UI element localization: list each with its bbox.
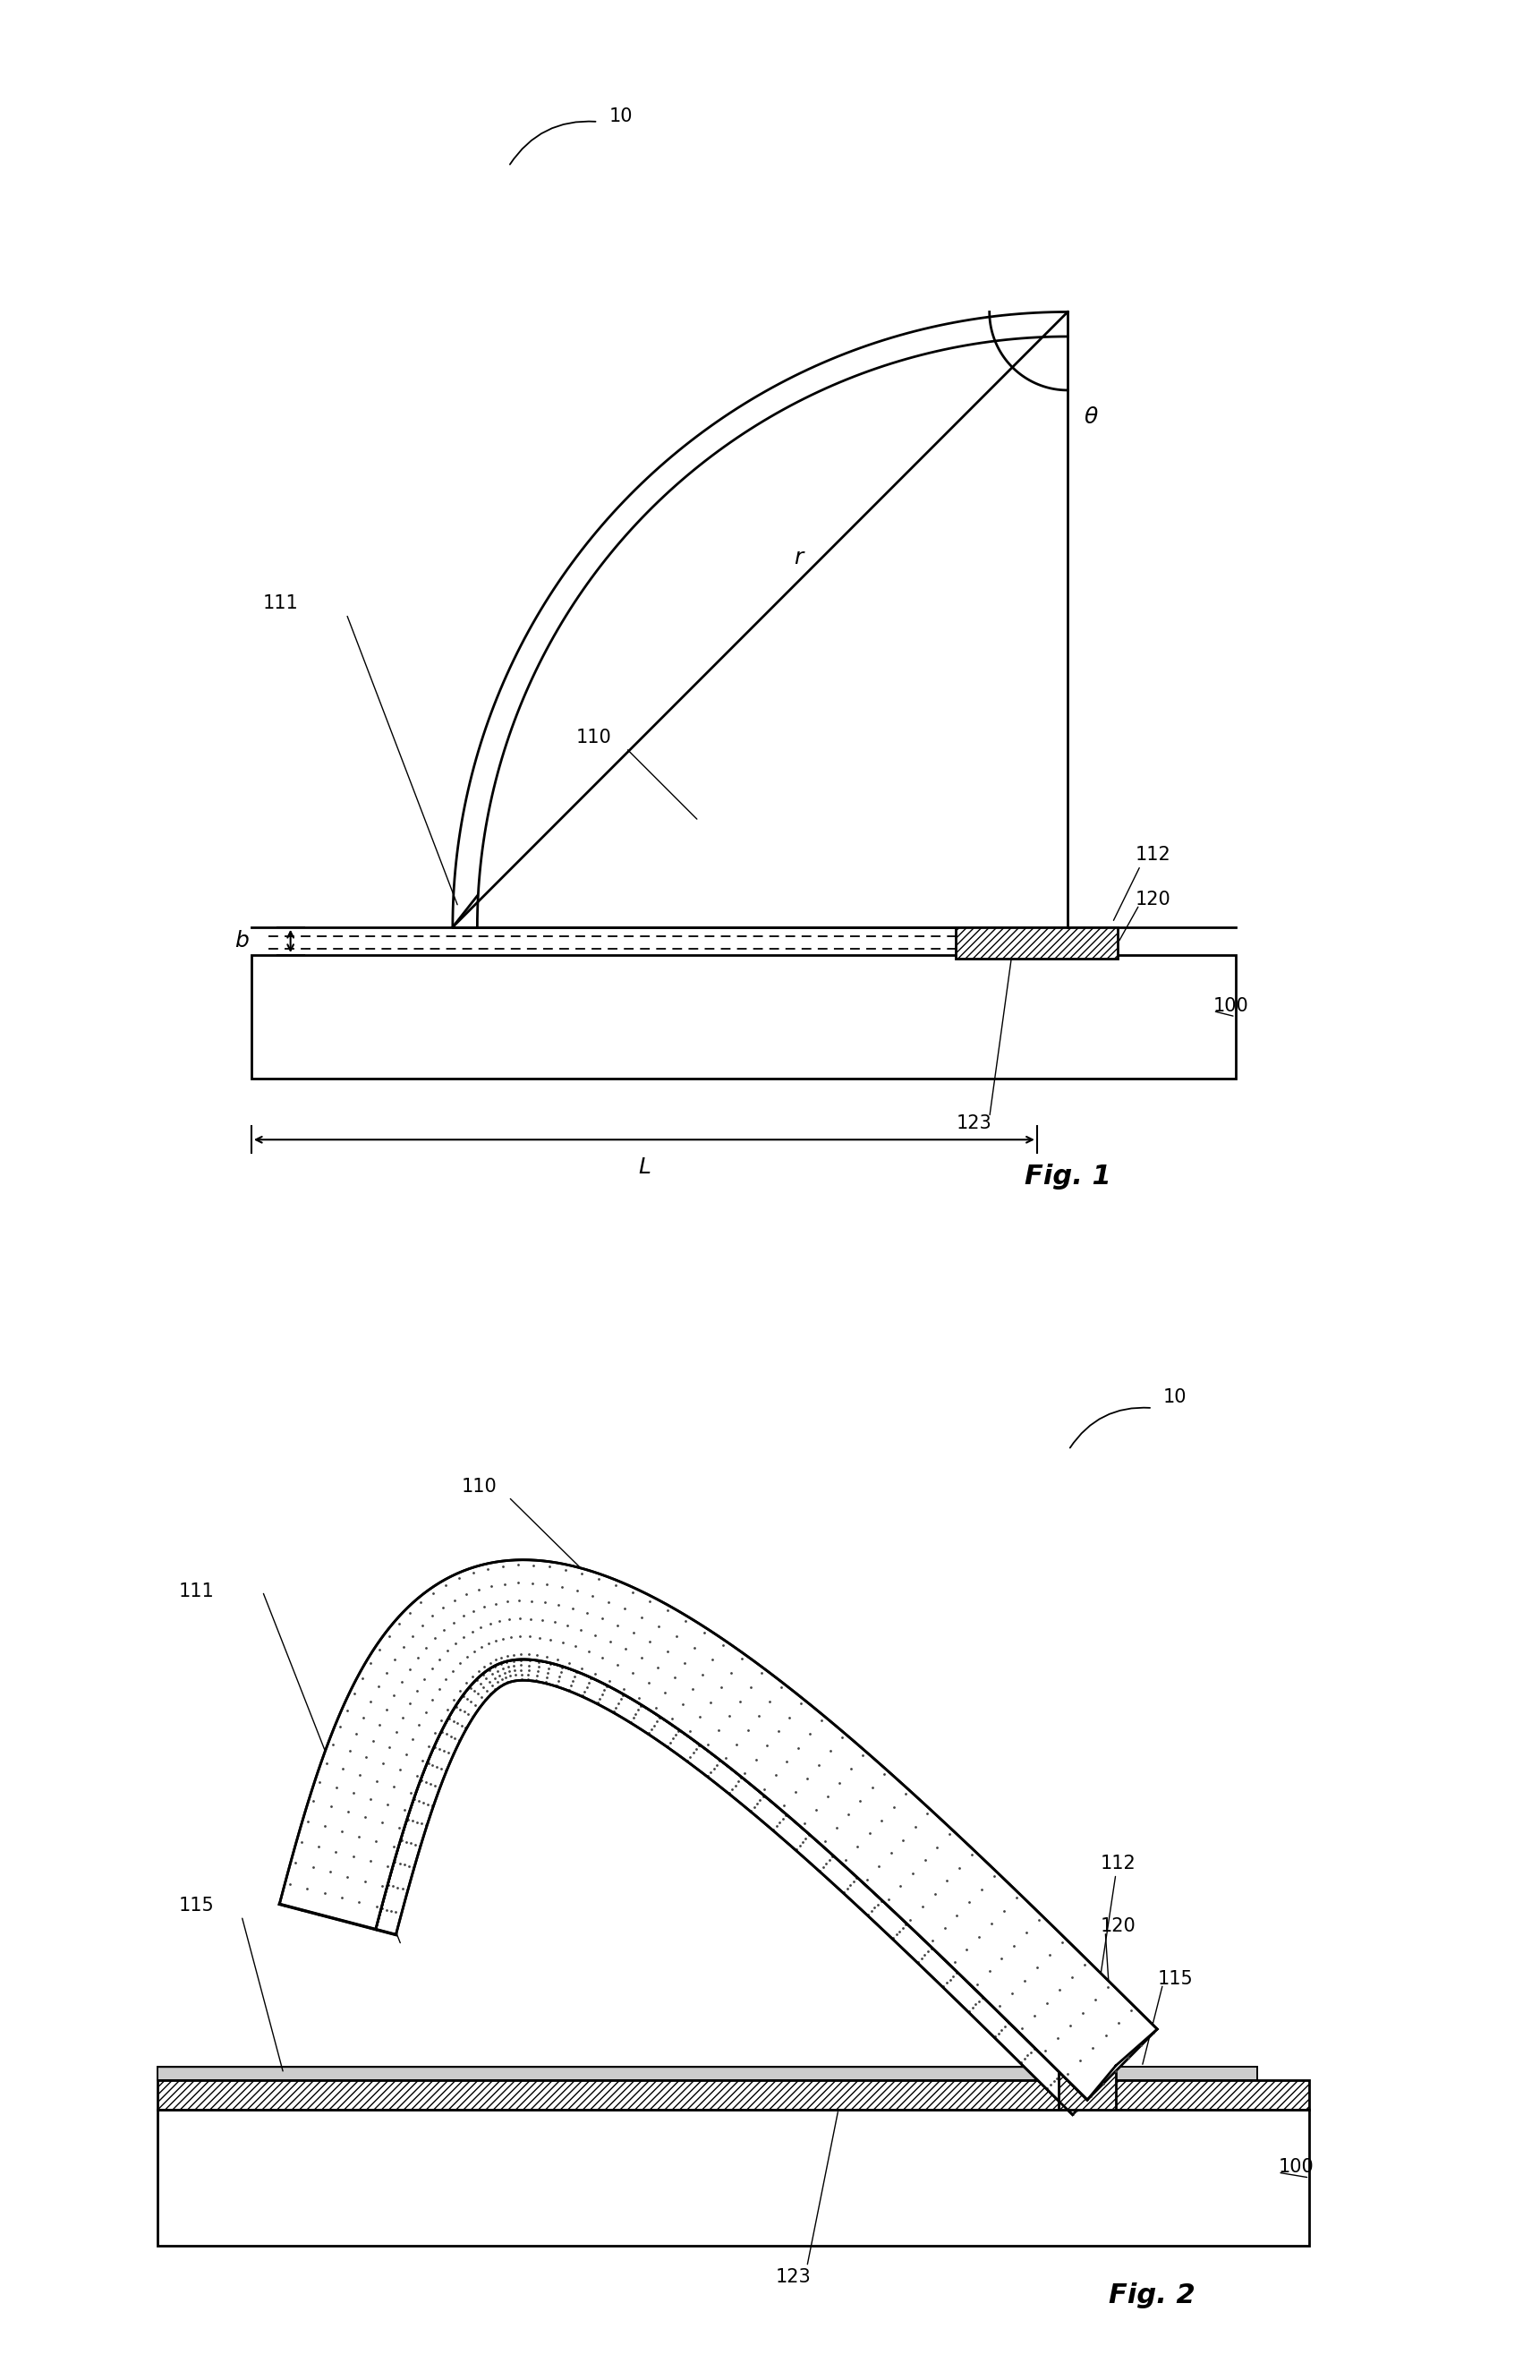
Text: L: L — [638, 1157, 650, 1178]
Bar — [1058, 2066, 1116, 2109]
Bar — [159, 2109, 1309, 2247]
Bar — [956, 928, 1118, 959]
Text: 115: 115 — [1158, 1971, 1194, 1987]
Text: 112: 112 — [1100, 1854, 1135, 1873]
Text: 100: 100 — [1214, 997, 1249, 1014]
Text: 123: 123 — [776, 2268, 812, 2287]
Text: 110: 110 — [576, 728, 611, 747]
Text: 115: 115 — [179, 1897, 214, 1914]
Bar — [251, 954, 1235, 1078]
Text: 120: 120 — [1100, 1918, 1135, 1935]
Text: r: r — [793, 547, 802, 569]
Text: 125: 125 — [702, 1666, 738, 1685]
Bar — [159, 2066, 1257, 2080]
Polygon shape — [279, 1559, 1157, 2099]
Text: 10: 10 — [610, 107, 633, 126]
Text: 111: 111 — [262, 595, 299, 612]
Text: 10: 10 — [1163, 1388, 1187, 1407]
Bar — [159, 2080, 1309, 2109]
Text: 100: 100 — [1278, 2159, 1314, 2175]
Text: b: b — [234, 931, 249, 952]
Text: 111: 111 — [179, 1583, 214, 1599]
Polygon shape — [376, 1659, 1087, 2116]
Text: Fig. 2: Fig. 2 — [1109, 2282, 1195, 2309]
Text: 110: 110 — [462, 1478, 497, 1495]
Text: 120: 120 — [1135, 890, 1170, 909]
Text: θ: θ — [1084, 407, 1098, 428]
Text: 123: 123 — [956, 1114, 992, 1133]
Text: Fig. 1: Fig. 1 — [1024, 1164, 1110, 1190]
Text: 112: 112 — [1135, 845, 1170, 864]
